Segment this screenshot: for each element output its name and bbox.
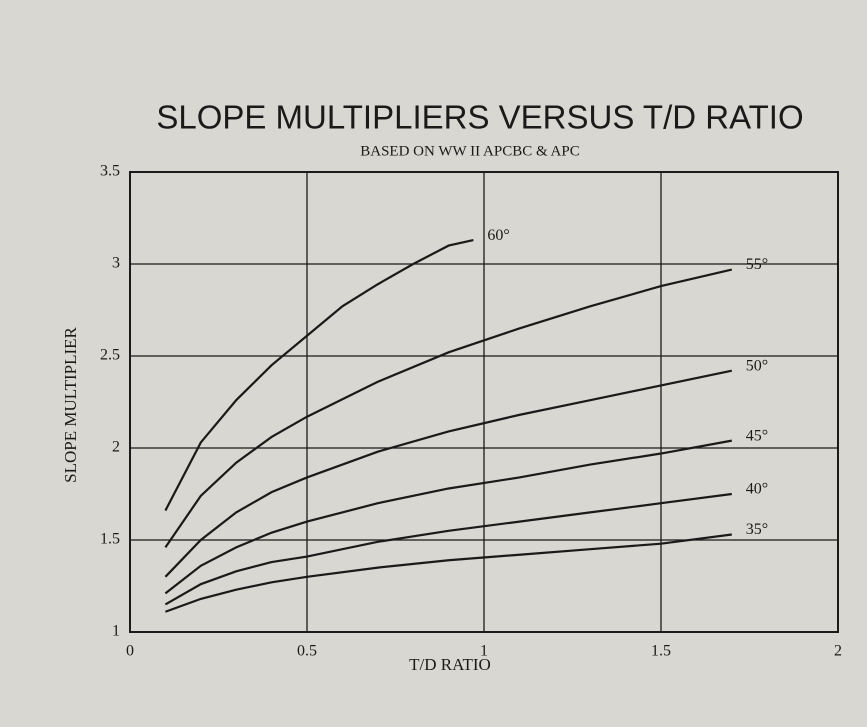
y-tick-label: 2: [112, 439, 120, 456]
plot-frame: [129, 171, 839, 633]
x-tick-label: 0.5: [297, 643, 317, 660]
chart-title: SLOPE MULTIPLIERS VERSUS T/D RATIO: [156, 99, 803, 136]
x-tick-label: 1.5: [651, 643, 671, 660]
chart-subtitle: BASED ON WW II APCBC & APC: [360, 143, 580, 159]
series-line: [164, 492, 732, 606]
series-line: [164, 439, 732, 595]
series-label: 50°: [746, 357, 768, 374]
y-tick-label: 1: [112, 623, 120, 640]
series-line: [164, 239, 474, 512]
y-tick-label: 3: [112, 255, 120, 272]
series-label: 60°: [487, 227, 509, 244]
y-tick-label: 2.5: [100, 347, 120, 364]
x-tick-label: 1: [480, 643, 488, 660]
series-label: 35°: [746, 521, 768, 538]
x-axis-label: T/D RATIO: [409, 655, 491, 674]
series-label: 45°: [746, 427, 768, 444]
x-tick-label: 0: [126, 643, 134, 660]
x-tick-label: 2: [834, 643, 842, 660]
series-line: [164, 268, 733, 548]
series-line: [165, 533, 732, 613]
y-tick-label: 3.5: [100, 163, 120, 180]
y-axis-label: SLOPE MULTIPLIER: [61, 327, 80, 483]
series-label: 55°: [746, 256, 768, 273]
series-line: [164, 369, 733, 578]
series-label: 40°: [746, 481, 768, 498]
y-tick-label: 1.5: [100, 531, 120, 548]
